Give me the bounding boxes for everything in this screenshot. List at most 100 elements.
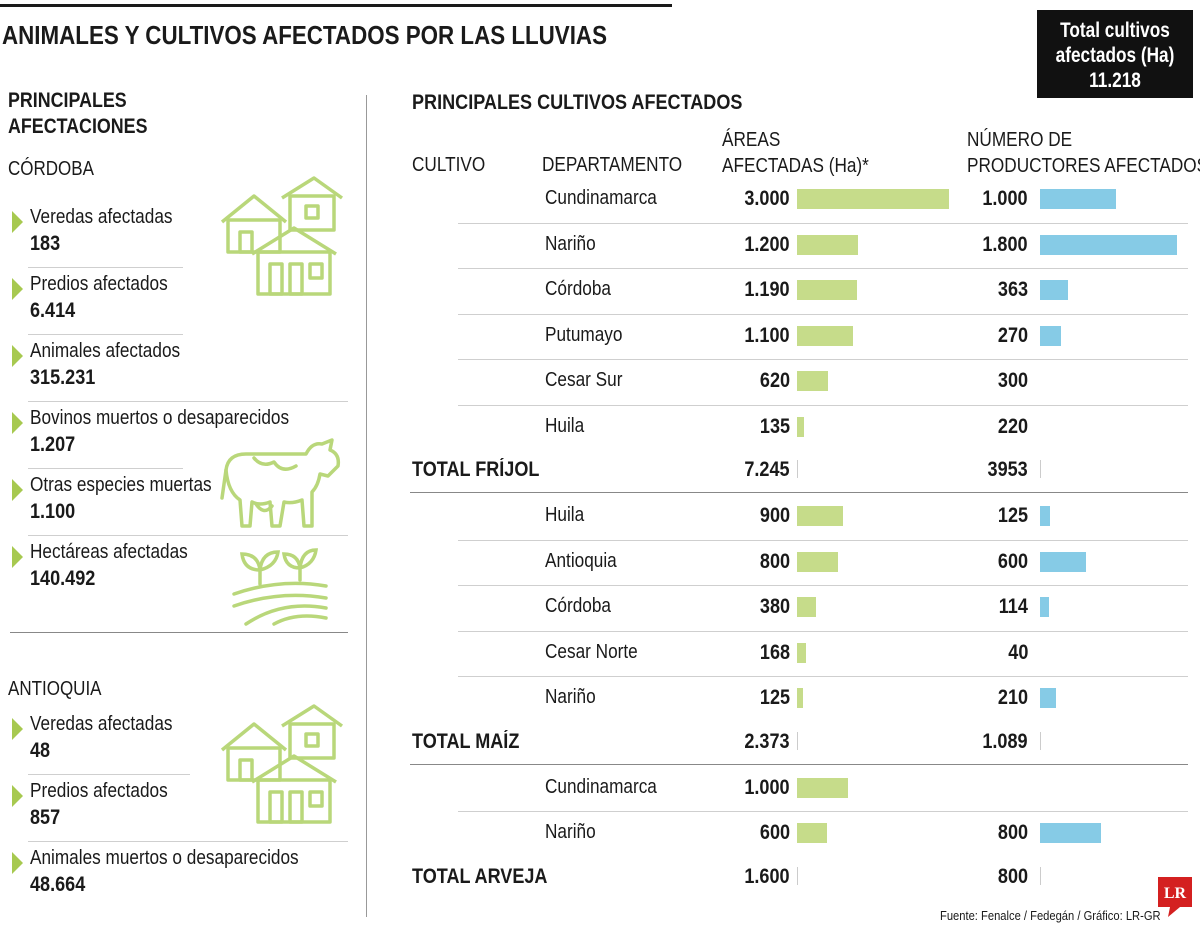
area-value: 125 [710, 686, 790, 710]
producers-value: 600 [948, 550, 1028, 574]
row-separator [458, 313, 1188, 315]
lr-logo: LR [1158, 877, 1192, 917]
stat-label: Animales muertos o desaparecidos [30, 847, 299, 869]
stat-label: Animales afectados [30, 340, 181, 362]
cow-icon [220, 438, 341, 528]
arrow-icon [12, 479, 23, 501]
cordoba-bottom-rule [10, 632, 348, 633]
arrow-icon [12, 345, 23, 367]
table-heading: PRINCIPALES CULTIVOS AFECTADOS [412, 91, 743, 114]
total-separator [410, 492, 1188, 493]
top-rule [0, 4, 672, 7]
region-antioquia: ANTIOQUIA [8, 678, 102, 700]
left-heading-line1: PRINCIPALES [8, 89, 127, 112]
producers-value-text: 125 [997, 504, 1028, 527]
lr-logo-text: LR [1164, 885, 1187, 902]
total-area: 7.245 [710, 458, 790, 482]
area-value-text: 1.100 [744, 323, 790, 347]
area-value: 168 [710, 641, 790, 665]
area-value: 3.000 [710, 187, 790, 211]
area-bar [797, 325, 853, 346]
producers-value: 270 [948, 324, 1028, 348]
area-bar [797, 506, 843, 526]
col-areas-line1: ÁREAS [722, 129, 781, 151]
stat-value: 183 [30, 232, 61, 255]
total-area-text: 7.245 [744, 458, 790, 481]
producers-value: 300 [948, 369, 1028, 393]
dept-label: Cesar Sur [545, 369, 623, 391]
row-separator [458, 585, 1188, 586]
area-bar [797, 371, 829, 391]
producers-bar [1040, 189, 1117, 209]
producers-value-text: 800 [997, 821, 1028, 844]
area-bar [797, 597, 817, 617]
total-producers: 1.089 [948, 730, 1028, 754]
stat-value: 48 [30, 739, 51, 762]
area-value: 1.000 [710, 776, 790, 800]
source-note: Fuente: Fenalce / Fedegán / Gráfico: LR-… [940, 908, 1161, 923]
total-label: TOTAL MAÍZ [412, 729, 520, 753]
total-crops-box: Total cultivos afectados (Ha) 11.218 [1037, 10, 1193, 98]
row-separator [458, 222, 1188, 224]
total-separator [410, 763, 1188, 765]
dept-label: Nariño [545, 232, 596, 255]
total-area-text: 1.600 [744, 864, 790, 888]
dept-label: Cundinamarca [545, 187, 657, 209]
producers-value-text: 1.000 [982, 187, 1028, 210]
dept-label: Antioquia [545, 549, 617, 572]
area-bar [797, 823, 828, 843]
area-value-text: 135 [759, 414, 790, 438]
producers-value-text: 363 [997, 278, 1028, 301]
producers-bar [1040, 325, 1061, 346]
producers-value-text: 300 [997, 369, 1028, 392]
area-value-text: 125 [759, 686, 790, 709]
stat-separator [28, 535, 348, 536]
producers-value: 1.000 [948, 187, 1028, 211]
area-value-text: 800 [759, 549, 790, 573]
area-value-text: 3.000 [744, 187, 790, 210]
arrow-icon [12, 852, 23, 874]
area-value-text: 1.200 [744, 232, 790, 256]
total-producers-tick [1040, 866, 1041, 885]
total-producers-tick [1040, 460, 1041, 478]
crops-icon [232, 548, 328, 626]
total-producers-tick [1040, 731, 1041, 750]
row-separator [458, 359, 1188, 360]
col-cultivo: CULTIVO [412, 154, 486, 176]
area-bar [797, 234, 858, 255]
stat-separator [28, 401, 348, 402]
area-bar [797, 642, 806, 663]
stat-value: 315.231 [30, 366, 96, 389]
row-separator [458, 404, 1188, 406]
dept-label: Huila [545, 414, 585, 437]
left-heading-line2: AFECTACIONES [8, 115, 148, 138]
stat-label: Hectáreas afectadas [30, 541, 188, 563]
total-label: TOTAL ARVEJA [412, 864, 548, 888]
arrow-icon [12, 546, 23, 568]
row-separator [458, 630, 1188, 632]
area-bar [797, 688, 804, 708]
area-value-text: 600 [759, 821, 790, 844]
area-value: 135 [710, 415, 790, 439]
producers-bar [1040, 688, 1056, 708]
area-bar [797, 416, 804, 437]
total-area: 2.373 [710, 730, 790, 754]
col-departamento: DEPARTAMENTO [542, 154, 683, 176]
producers-bar [1040, 234, 1177, 255]
dept-label: Putumayo [545, 323, 623, 346]
producers-bar [1040, 506, 1050, 526]
stat-separator [28, 468, 183, 469]
total-producers: 3953 [948, 458, 1028, 482]
producers-value-text: 40 [1007, 640, 1028, 664]
area-value: 800 [710, 550, 790, 574]
row-separator [458, 268, 1188, 269]
area-value: 620 [710, 369, 790, 393]
dept-label: Córdoba [545, 278, 611, 300]
area-bar [797, 777, 848, 798]
producers-bar [1040, 823, 1101, 843]
stat-value: 140.492 [30, 567, 96, 590]
area-bar [797, 280, 858, 300]
page-title: ANIMALES Y CULTIVOS AFECTADOS POR LAS LL… [2, 20, 608, 50]
stat-label: Veredas afectadas [30, 713, 173, 735]
producers-value: 40 [948, 641, 1028, 665]
